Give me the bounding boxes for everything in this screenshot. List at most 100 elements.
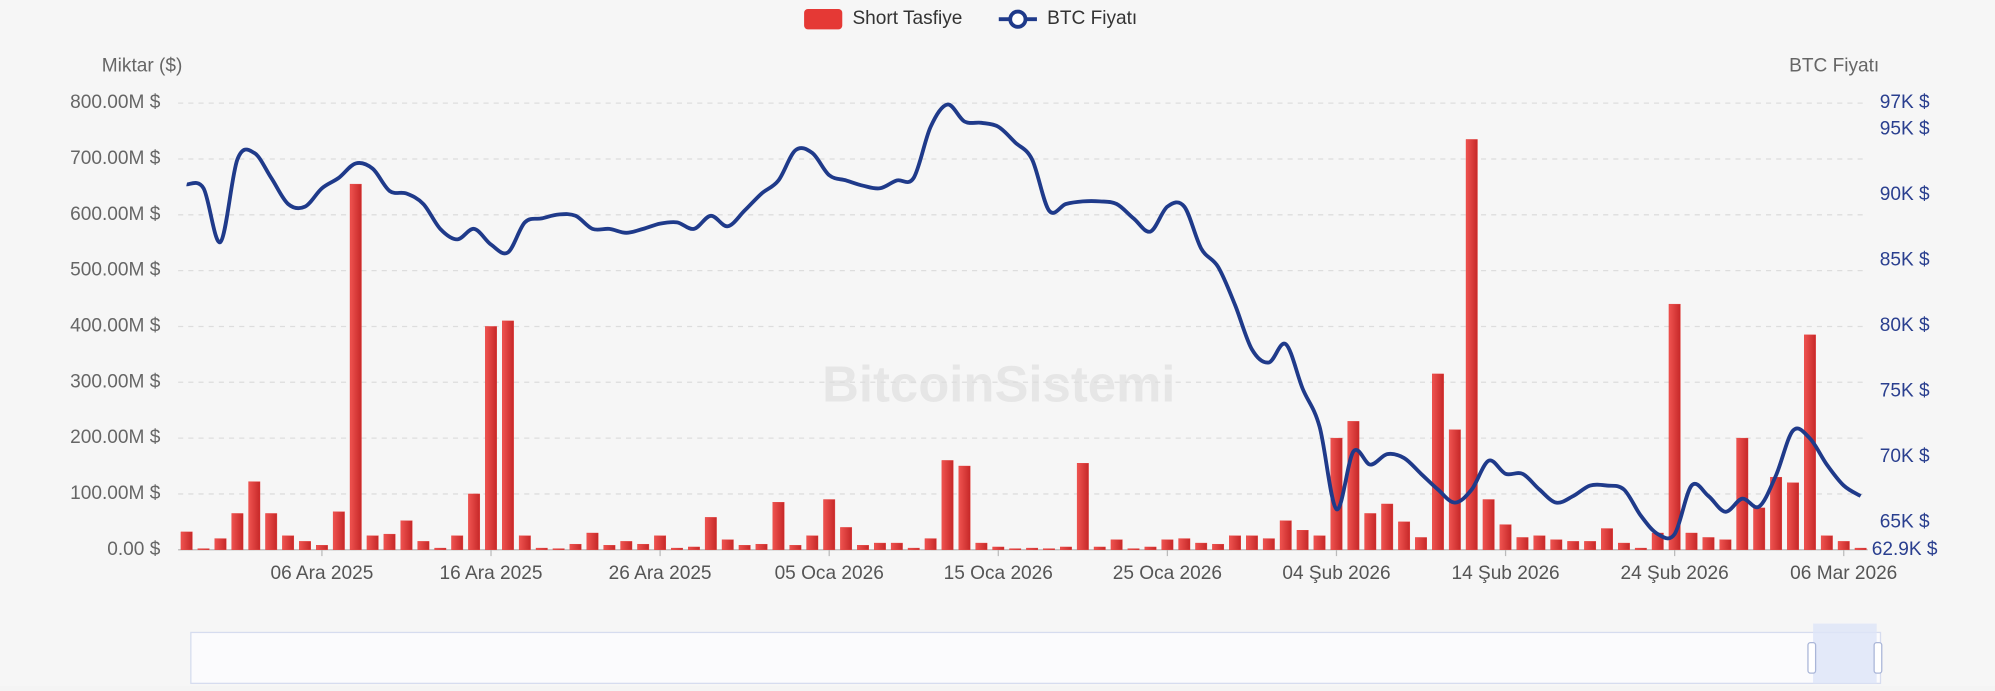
bar (603, 545, 616, 550)
zoom-window[interactable] (1813, 623, 1877, 684)
bar (1448, 429, 1461, 550)
data-zoom[interactable] (190, 623, 1883, 684)
bar (1178, 538, 1191, 550)
y2-tick-label: 65K $ (1880, 511, 1930, 532)
x-tick-label: 24 Şub 2026 (1621, 563, 1729, 584)
bar (941, 460, 954, 550)
legend-swatch-bar[interactable] (804, 9, 843, 30)
watermark: BitcoinSistemi (822, 356, 1175, 413)
bar (468, 493, 481, 550)
x-tick-label: 14 Şub 2026 (1451, 563, 1559, 584)
y2-tick-label: 90K $ (1880, 184, 1930, 205)
bar (1364, 513, 1377, 550)
bar (569, 543, 582, 550)
bar (1668, 303, 1681, 550)
bar (1567, 541, 1580, 550)
bar (1347, 421, 1360, 550)
bar (1820, 535, 1833, 550)
y-tick-label: 100.00M $ (70, 483, 161, 504)
bar (1296, 530, 1309, 550)
bar (1093, 546, 1106, 550)
legend-swatch-marker[interactable] (1008, 9, 1028, 29)
x-tick-label: 15 Oca 2026 (944, 563, 1053, 584)
y-tick-label: 200.00M $ (70, 427, 161, 448)
bar (1753, 507, 1766, 550)
bar (1212, 543, 1225, 550)
y-axis-title: Miktar ($) (102, 55, 183, 76)
x-tick-label: 05 Oca 2026 (775, 563, 884, 584)
bar (417, 541, 430, 550)
bar (366, 535, 379, 550)
y2-tick-label: 97K $ (1880, 92, 1930, 113)
legend-label[interactable]: BTC Fiyatı (1047, 8, 1137, 29)
bar (907, 547, 920, 550)
bar (400, 520, 413, 550)
bar (1026, 547, 1039, 550)
bar (1465, 139, 1478, 550)
bar (1127, 548, 1140, 550)
bar (1719, 539, 1732, 550)
bar (1262, 538, 1275, 550)
bar (1601, 528, 1613, 550)
bar (282, 535, 295, 550)
bar (857, 545, 869, 550)
bar (316, 545, 328, 550)
bar (214, 538, 227, 550)
bar (823, 499, 836, 550)
bar (704, 517, 717, 550)
y-tick-label: 500.00M $ (70, 260, 161, 281)
bar (1516, 537, 1529, 550)
bar (1144, 546, 1157, 550)
bar (1804, 334, 1816, 550)
bar (518, 535, 531, 550)
y2-axis-title: BTC Fiyatı (1789, 55, 1879, 76)
x-tick-label: 04 Şub 2026 (1282, 563, 1390, 584)
y2-tick-label: 70K $ (1880, 446, 1930, 467)
bar (1787, 482, 1799, 550)
bar (1246, 535, 1258, 550)
bar (1618, 542, 1630, 550)
bar (1634, 547, 1647, 550)
y-tick-label: 400.00M $ (70, 316, 161, 337)
y2-tick-label: 80K $ (1880, 315, 1930, 336)
bar (992, 546, 1005, 550)
bar (924, 538, 937, 550)
y2-tick-label: 62.9K $ (1872, 539, 1938, 560)
bar (1060, 546, 1072, 550)
bar (1110, 539, 1123, 550)
legend-label[interactable]: Short Tasfiye (852, 8, 962, 29)
bar (772, 502, 785, 550)
bar (1736, 437, 1749, 550)
bar (654, 535, 667, 550)
bar (1415, 537, 1427, 550)
bar (721, 539, 734, 550)
zoom-handle[interactable] (1807, 641, 1817, 674)
bar (451, 535, 464, 550)
bar (1837, 541, 1850, 550)
bar (299, 541, 311, 550)
bar (874, 542, 886, 550)
bar (958, 465, 971, 550)
bar (637, 543, 650, 550)
bar (1313, 535, 1326, 550)
y-tick-label: 300.00M $ (70, 371, 161, 392)
zoom-track[interactable] (190, 631, 1882, 684)
y-tick-label: 0.00 $ (107, 539, 160, 560)
bar (552, 548, 565, 550)
zoom-handle[interactable] (1873, 641, 1883, 674)
bar (620, 541, 633, 550)
bar (1043, 548, 1055, 550)
bar (671, 547, 683, 550)
bar (231, 513, 244, 550)
y-tick-label: 600.00M $ (70, 204, 161, 225)
bar (197, 548, 210, 550)
bar (383, 533, 396, 550)
x-tick-label: 26 Ara 2025 (609, 563, 712, 584)
bar (434, 547, 447, 550)
bar (1076, 463, 1089, 550)
bar (1584, 541, 1597, 550)
bar (1381, 503, 1394, 550)
bar (1685, 532, 1698, 550)
